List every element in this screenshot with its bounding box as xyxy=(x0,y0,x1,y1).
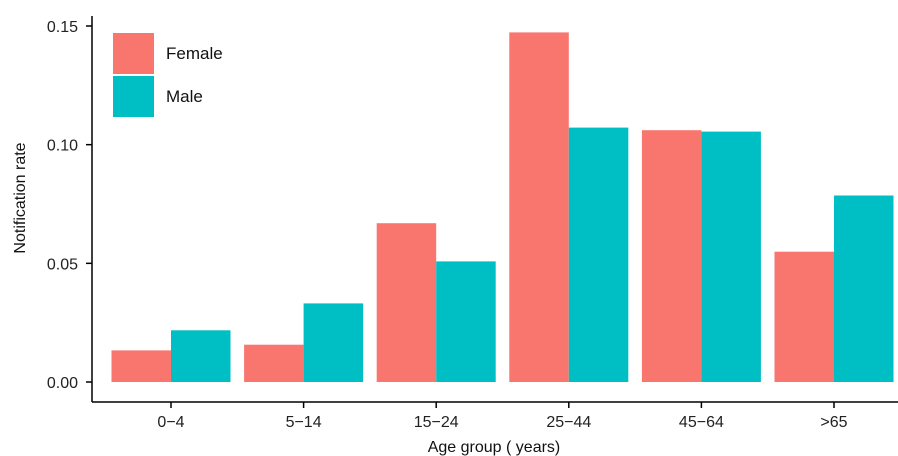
x-tick-label: 15−24 xyxy=(414,414,459,431)
y-tick-label: 0.05 xyxy=(47,256,78,273)
x-tick-label: 5−14 xyxy=(286,414,322,431)
y-axis-ticks: 0.00 0.05 0.10 0.15 xyxy=(47,19,92,392)
bar-male-5 xyxy=(834,195,894,382)
bar-female-0 xyxy=(111,350,171,382)
x-axis-title: Age group ( years) xyxy=(428,439,561,456)
y-tick-label: 0.00 xyxy=(47,375,78,392)
y-tick-label: 0.10 xyxy=(47,138,78,155)
bar-female-4 xyxy=(641,130,702,382)
x-tick-label: 0−4 xyxy=(157,414,184,431)
x-tick-label: >65 xyxy=(820,414,847,431)
x-tick-label: 25−44 xyxy=(546,414,591,431)
y-axis-title: Notification rate xyxy=(12,142,29,253)
bar-male-3 xyxy=(568,127,629,382)
bar-male-0 xyxy=(171,330,231,382)
legend-label-male: Male xyxy=(166,87,203,106)
bar-male-4 xyxy=(701,131,761,382)
bar-male-1 xyxy=(303,303,364,382)
y-tick-label: 0.15 xyxy=(47,19,78,36)
bar-female-1 xyxy=(244,344,304,382)
bar-female-2 xyxy=(376,223,437,382)
legend-swatch-female xyxy=(113,33,154,74)
legend-swatch-male xyxy=(113,76,154,117)
bars-group xyxy=(111,32,894,383)
bar-female-3 xyxy=(509,32,569,383)
legend: Female Male xyxy=(113,33,223,117)
x-axis-ticks: 0−4 5−14 15−24 25−44 45−64 >65 xyxy=(157,402,848,431)
bar-male-2 xyxy=(436,261,496,382)
bar-female-5 xyxy=(774,251,834,382)
legend-label-female: Female xyxy=(166,44,223,63)
x-tick-label: 45−64 xyxy=(679,414,724,431)
